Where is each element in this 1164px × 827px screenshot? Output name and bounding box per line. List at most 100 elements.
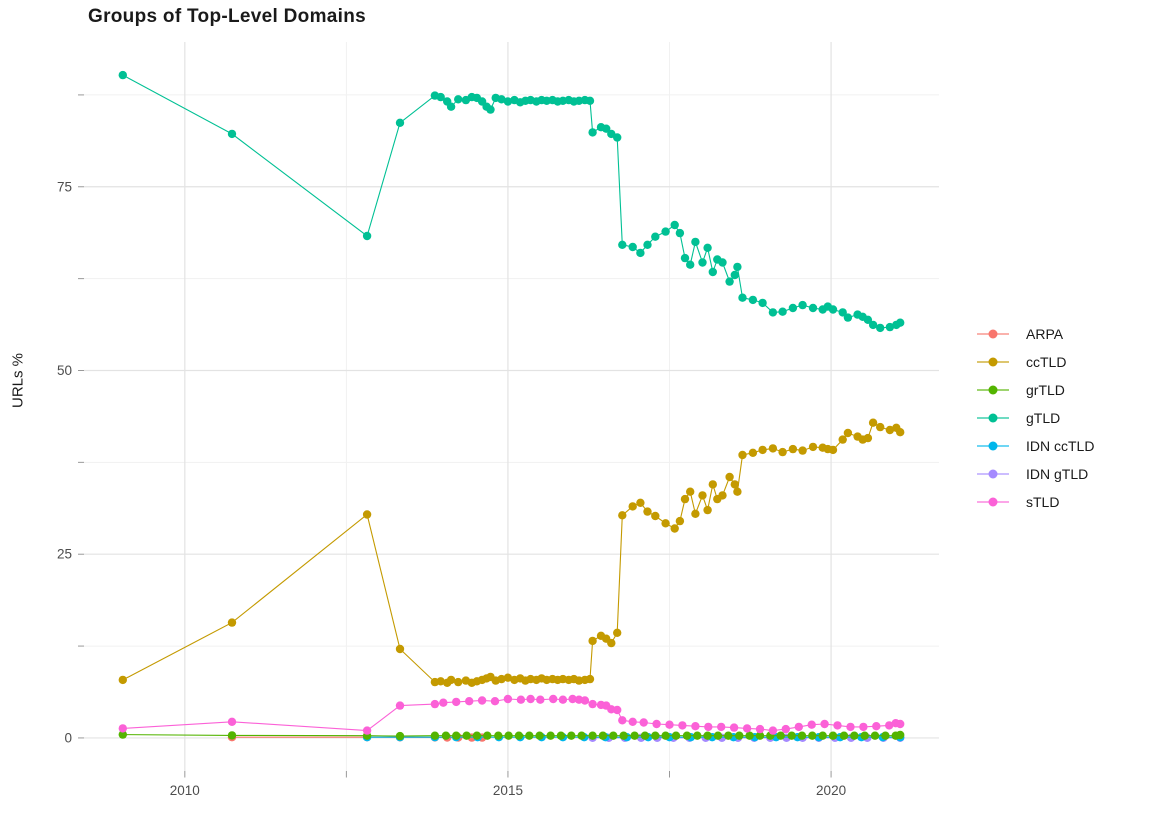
data-point-cctld: [738, 450, 747, 460]
data-point-stld: [781, 724, 790, 734]
data-point-stld: [568, 694, 577, 704]
data-point-cctld: [768, 444, 778, 453]
data-point-grtld: [227, 731, 237, 740]
data-point-cctld: [643, 507, 652, 516]
data-point-gtld: [798, 300, 807, 310]
data-point-stld: [588, 699, 597, 709]
data-point-grtld: [651, 731, 660, 740]
data-point-gtld: [808, 303, 818, 313]
data-point-grtld: [483, 731, 492, 740]
y-axis-tick-label: 50: [57, 363, 72, 378]
data-point-gtld: [698, 258, 707, 267]
data-point-cctld: [896, 428, 905, 437]
data-point-grtld: [671, 731, 681, 740]
data-point-stld: [503, 694, 513, 704]
data-point-grtld: [745, 731, 754, 740]
x-axis-tick-label: 2020: [816, 783, 846, 798]
data-point-cctld: [838, 435, 847, 444]
data-point-grtld: [504, 731, 513, 740]
legend-dot-stld: [988, 497, 998, 507]
data-point-cctld: [636, 498, 645, 507]
data-point-gtld: [733, 262, 742, 272]
data-point-gtld: [497, 95, 506, 104]
data-point-gtld: [738, 293, 747, 302]
data-point-gtld: [885, 322, 895, 332]
data-point-gtld: [670, 220, 679, 230]
data-point-grtld: [776, 731, 785, 740]
data-point-stld: [526, 694, 535, 704]
gridlines-major: [84, 42, 939, 771]
data-point-cctld: [758, 445, 767, 455]
data-point-cctld: [725, 472, 734, 482]
data-point-grtld: [535, 731, 544, 740]
data-point-stld: [516, 695, 526, 704]
legend-label-idn-gtld: IDN gTLD: [1026, 466, 1089, 482]
legend-item-grtld: grTLD: [976, 376, 1094, 404]
legend-key-grtld: [977, 385, 1009, 395]
data-point-stld: [872, 722, 881, 731]
data-point-stld: [536, 695, 545, 704]
data-point-stld: [768, 726, 778, 735]
data-point-gtld: [703, 243, 712, 252]
data-point-stld: [717, 722, 726, 732]
data-point-cctld: [227, 618, 237, 627]
legend-item-stld: sTLD: [976, 488, 1094, 516]
data-point-stld: [820, 719, 829, 729]
data-point-stld: [846, 722, 855, 732]
series-line-gtld: [122, 74, 901, 329]
data-point-cctld: [497, 674, 506, 684]
data-point-gtld: [686, 260, 695, 269]
y-axis-tick-label: 25: [57, 547, 72, 562]
data-point-gtld: [602, 124, 611, 133]
data-point-stld: [639, 718, 648, 727]
data-point-stld: [794, 722, 803, 732]
data-point-stld: [477, 696, 487, 705]
data-point-cctld: [362, 510, 372, 519]
data-point-cctld: [748, 448, 758, 457]
data-point-cctld: [436, 677, 445, 686]
data-point-grtld: [494, 731, 503, 740]
data-point-gtld: [585, 96, 595, 106]
data-point-gtld: [828, 305, 838, 314]
data-point-cctld: [788, 444, 798, 454]
legend-key-cctld: [977, 357, 1009, 367]
legend: ARPA ccTLD grTLD gTLD IDN ccTLD IDN gTLD sTLD: [976, 320, 1094, 516]
data-point-grtld: [850, 731, 859, 740]
data-point-grtld: [441, 731, 451, 740]
data-point-cctld: [733, 487, 742, 496]
data-point-cctld: [651, 511, 660, 521]
data-point-cctld: [628, 502, 637, 511]
data-point-grtld: [828, 731, 838, 740]
data-point-grtld: [472, 731, 482, 740]
legend-label-cctld: ccTLD: [1026, 354, 1067, 370]
data-point-grtld: [598, 731, 608, 740]
legend-label-arpa: ARPA: [1026, 326, 1064, 342]
legend-dot-arpa: [988, 329, 998, 339]
data-point-gtld: [636, 248, 645, 258]
series-gtld: [118, 70, 905, 333]
data-point-gtld: [748, 295, 758, 305]
legend-label-grtld: grTLD: [1026, 382, 1065, 398]
data-point-gtld: [395, 118, 405, 128]
data-point-grtld: [860, 731, 869, 740]
x-axis-tick-label: 2010: [170, 783, 200, 798]
legend-dot-idn-cctld: [988, 441, 998, 451]
legend-dot-grtld: [988, 385, 998, 395]
data-point-stld: [628, 717, 637, 726]
data-point-gtld: [680, 253, 690, 263]
data-point-cctld: [885, 425, 895, 435]
data-point-gtld: [454, 95, 463, 104]
data-point-gtld: [446, 102, 456, 111]
data-point-stld: [580, 696, 590, 705]
legend-key-stld: [977, 497, 1009, 507]
data-point-grtld: [839, 731, 849, 740]
data-point-cctld: [661, 519, 670, 528]
data-point-gtld: [896, 318, 905, 327]
data-point-cctld: [446, 675, 456, 685]
legend-item-idn-gtld: IDN gTLD: [976, 460, 1094, 488]
data-point-cctld: [703, 505, 712, 515]
data-point-cctld: [778, 447, 787, 457]
data-point-cctld: [675, 516, 685, 526]
